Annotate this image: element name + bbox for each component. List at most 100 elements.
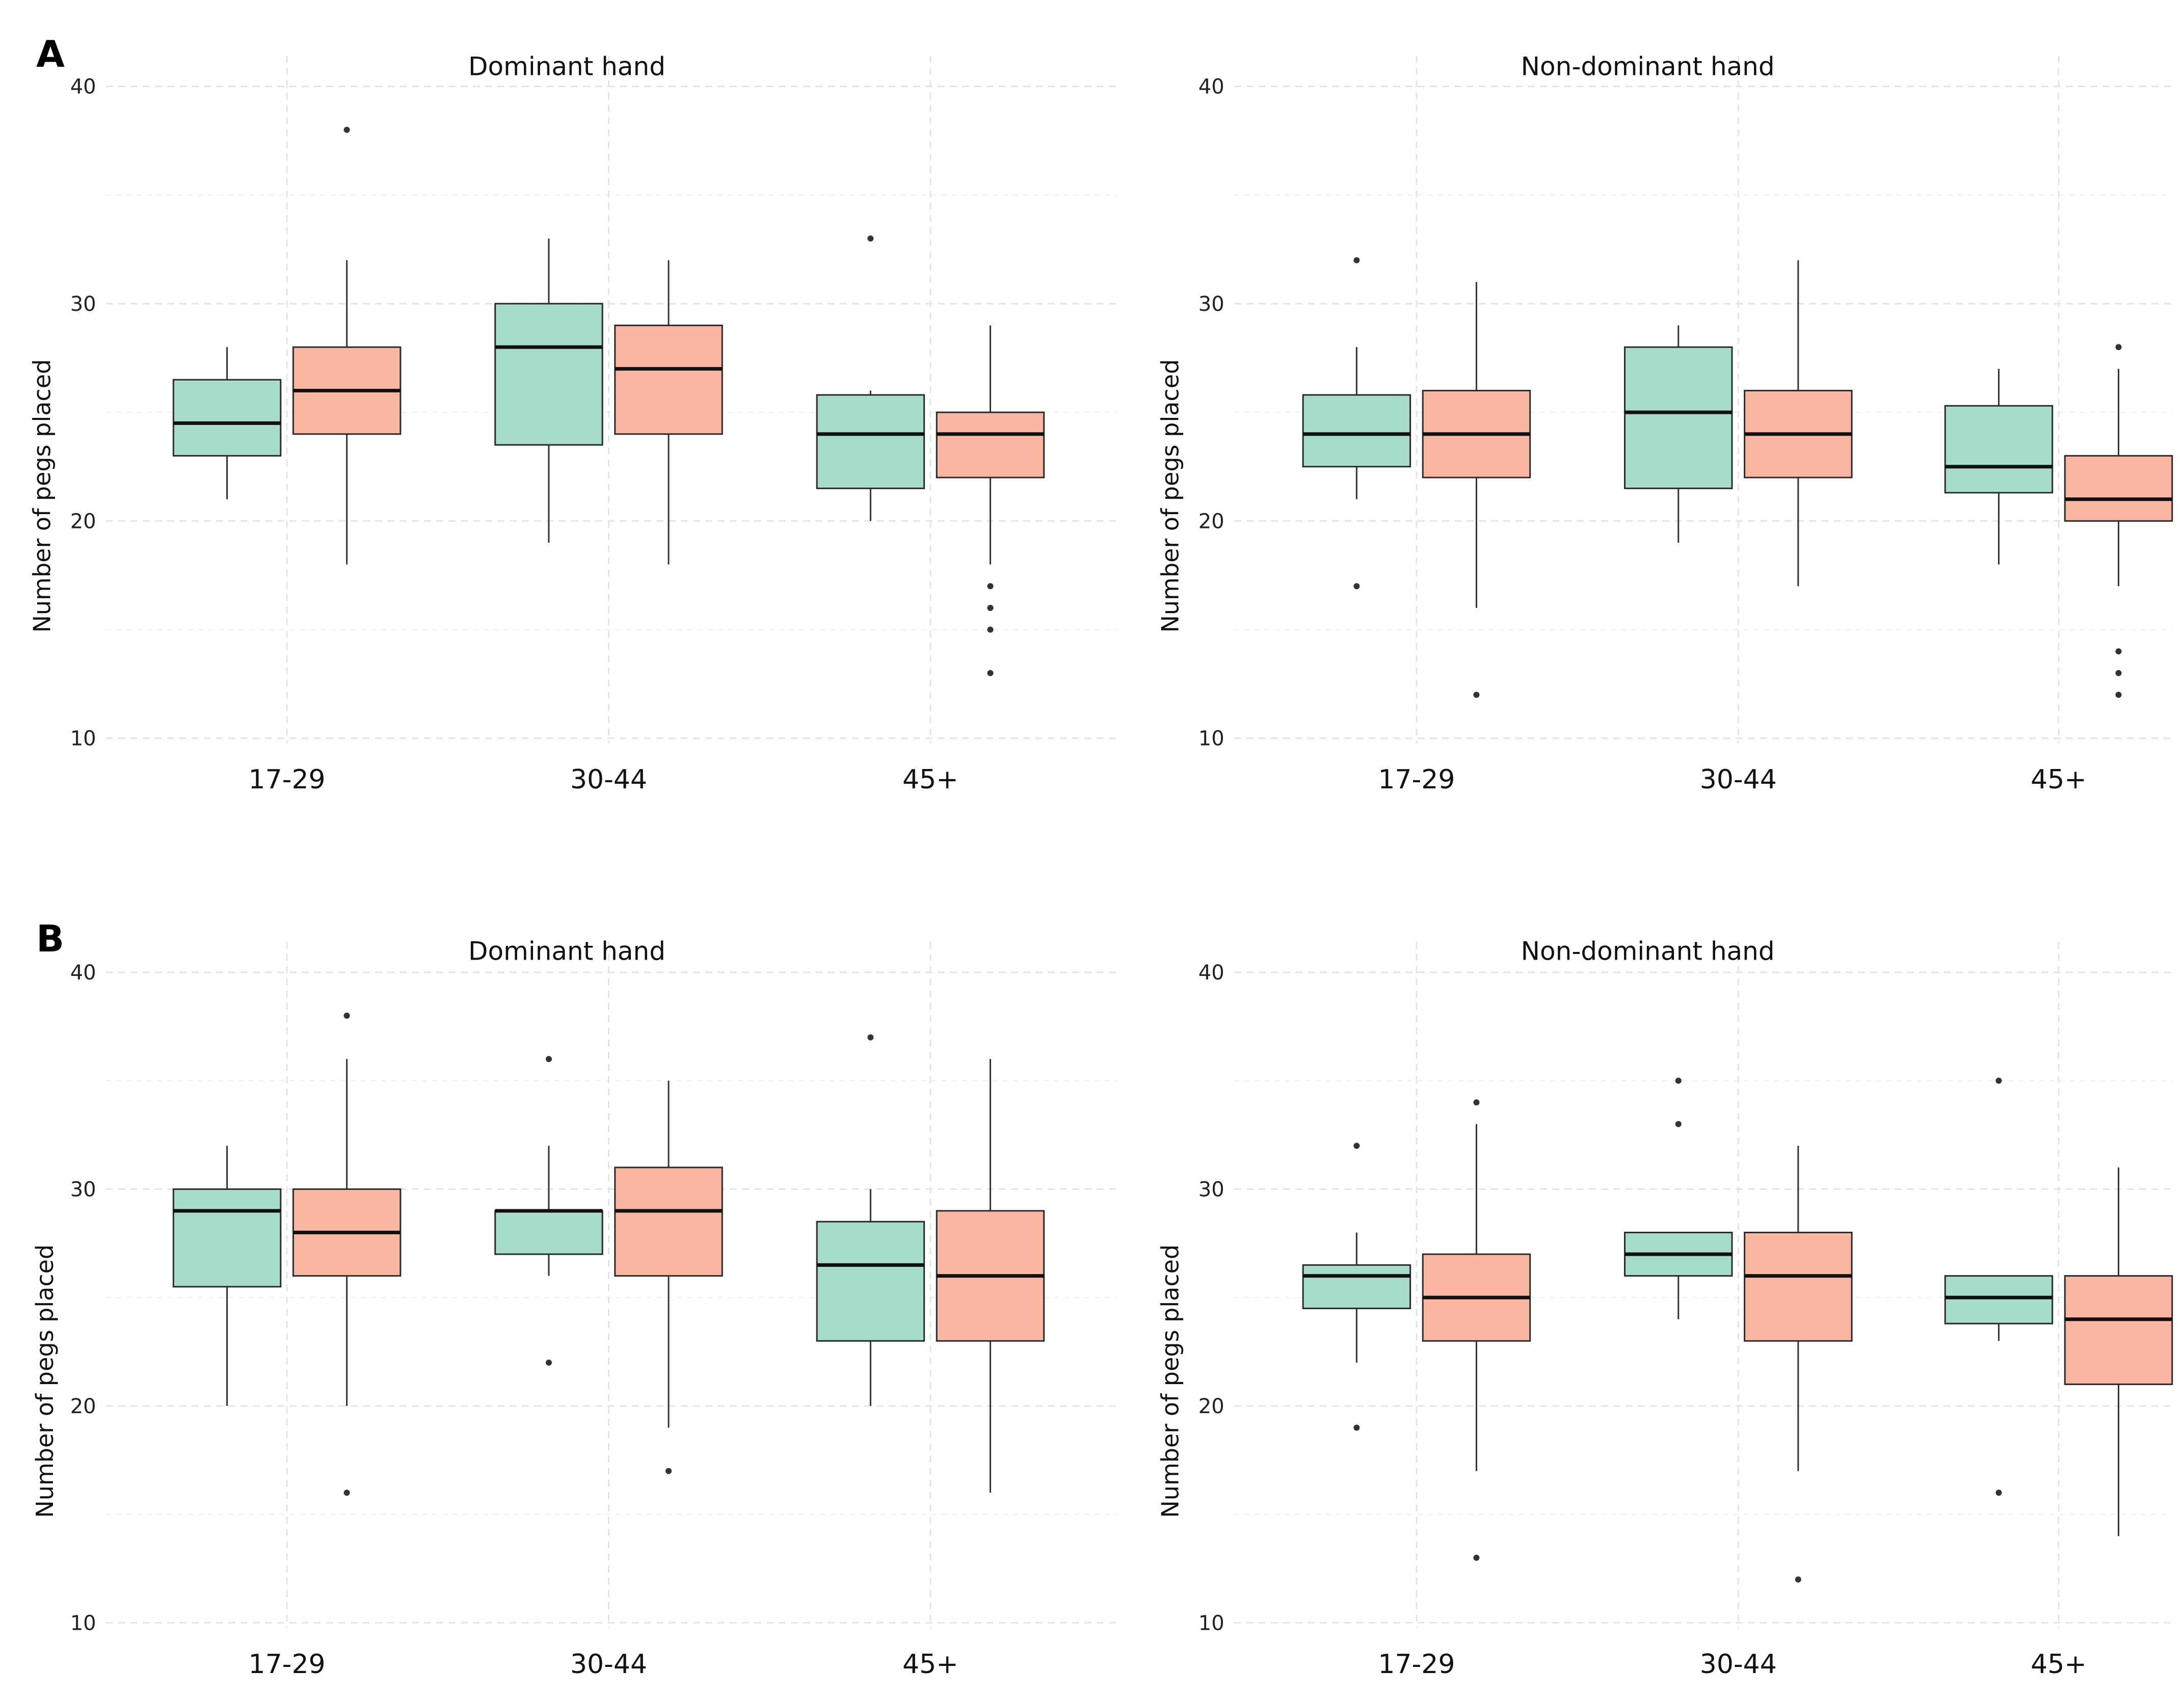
box-body (1744, 1232, 1853, 1342)
y-tick-label: 40 (70, 75, 96, 98)
outlier-point (343, 1013, 350, 1019)
x-tick-label: 45+ (2031, 764, 2087, 795)
x-tick-label: 17-29 (1378, 1649, 1455, 1680)
x-tick-label: 45+ (2031, 1649, 2087, 1680)
facet-2: Non-dominant hand 10 20 30 40 Number of pegs … (1156, 52, 2173, 795)
box-body (816, 394, 925, 489)
outlier-point (1995, 1077, 2002, 1084)
box-group2-30-44 (1744, 260, 1853, 587)
outlier-point (987, 626, 994, 633)
outlier-point (1995, 1490, 2002, 1496)
y-tick-label: 10 (70, 1611, 96, 1635)
facet-title: Non-dominant hand (1521, 52, 1775, 82)
y-axis-label: Number of pegs placed (1156, 359, 1184, 633)
outlier-point (1473, 1099, 1480, 1106)
y-tick-label: 20 (1198, 510, 1224, 533)
box-body (1302, 1264, 1411, 1309)
outlier-point (867, 235, 874, 242)
box-body (172, 379, 282, 457)
box-group2-45+ (2064, 344, 2173, 698)
outlier-point (2115, 344, 2122, 351)
outlier-point (1795, 1576, 1801, 1583)
x-tick-label: 17-29 (1378, 764, 1455, 795)
x-tick-label: 30-44 (1700, 1649, 1777, 1680)
y-tick-label: 20 (1198, 1395, 1224, 1418)
outlier-point (867, 1034, 874, 1041)
box-group1-30-44 (1624, 1077, 1733, 1319)
y-tick-label: 40 (1198, 75, 1224, 98)
box-body (494, 1210, 603, 1255)
panel-letter: A (36, 33, 65, 75)
facet-title: Non-dominant hand (1521, 936, 1775, 966)
outlier-point (1353, 257, 1360, 263)
box-group1-30-44 (494, 1056, 603, 1366)
facet-4: Non-dominant hand 10 20 30 40 Number of pegs … (1156, 936, 2173, 1680)
y-tick-label: 10 (1198, 727, 1224, 751)
y-tick-label: 10 (70, 727, 96, 751)
y-tick-label: 30 (1198, 293, 1224, 316)
x-tick-label: 45+ (902, 1649, 958, 1680)
outlier-point (2115, 670, 2122, 676)
box-body (1944, 1275, 2054, 1324)
box-body (1944, 405, 2054, 494)
outlier-point (545, 1359, 552, 1366)
y-tick-label: 30 (1198, 1178, 1224, 1201)
outlier-point (2115, 648, 2122, 655)
outlier-point (1353, 1424, 1360, 1431)
box-group2-17-29 (292, 1013, 402, 1496)
y-tick-label: 10 (1198, 1611, 1224, 1635)
box-body (1624, 346, 1733, 489)
box-group1-45+ (816, 1034, 925, 1406)
y-axis-label: Number of pegs placed (31, 1244, 59, 1518)
box-group1-30-44 (1624, 325, 1733, 543)
facet-1: A Dominant hand 10 20 30 40 Number of pegs pla… (28, 33, 1117, 795)
outlier-point (2115, 692, 2122, 698)
box-group1-17-29 (172, 1146, 282, 1406)
outlier-point (1675, 1077, 1682, 1084)
outlier-point (545, 1056, 552, 1063)
facet-3: B Dominant hand 10 20 30 40 Number of pegs pla… (31, 917, 1117, 1680)
facet-title: Dominant hand (468, 52, 665, 82)
outlier-point (987, 604, 994, 611)
box-group1-17-29 (1302, 257, 1411, 590)
outlier-point (665, 1468, 672, 1474)
outlier-point (1675, 1121, 1682, 1127)
outlier-point (987, 670, 994, 676)
box-group2-30-44 (614, 1080, 723, 1474)
outlier-point (1353, 583, 1360, 590)
box-body (936, 411, 1045, 479)
y-axis-label: Number of pegs placed (28, 359, 56, 633)
x-tick-label: 45+ (902, 764, 958, 795)
y-tick-label: 20 (70, 1395, 96, 1418)
box-group2-30-44 (1744, 1146, 1853, 1583)
x-tick-label: 30-44 (1700, 764, 1777, 795)
facet-title: Dominant hand (468, 936, 665, 966)
box-group2-17-29 (292, 126, 402, 565)
x-tick-label: 17-29 (249, 1649, 326, 1680)
box-group1-17-29 (1302, 1143, 1411, 1431)
box-body (614, 325, 723, 435)
box-body (172, 1188, 282, 1288)
y-tick-label: 30 (70, 1178, 96, 1201)
box-group2-17-29 (1422, 1099, 1531, 1561)
x-tick-label: 30-44 (570, 764, 647, 795)
box-group1-30-44 (494, 238, 603, 543)
outlier-point (987, 583, 994, 590)
y-tick-label: 40 (1198, 961, 1224, 985)
box-group1-45+ (1944, 368, 2054, 565)
y-tick-label: 40 (70, 961, 96, 985)
outlier-point (343, 126, 350, 133)
box-body (614, 1166, 723, 1277)
box-group2-30-44 (614, 260, 723, 565)
box-group2-45+ (936, 325, 1045, 676)
panel-letter: B (36, 917, 64, 960)
x-tick-label: 30-44 (570, 1649, 647, 1680)
box-group2-45+ (2064, 1167, 2173, 1536)
outlier-point (1473, 1554, 1480, 1561)
y-tick-label: 20 (70, 510, 96, 533)
box-body (816, 1221, 925, 1342)
box-group1-45+ (1944, 1077, 2054, 1496)
box-body (494, 303, 603, 446)
box-group1-17-29 (172, 347, 282, 499)
